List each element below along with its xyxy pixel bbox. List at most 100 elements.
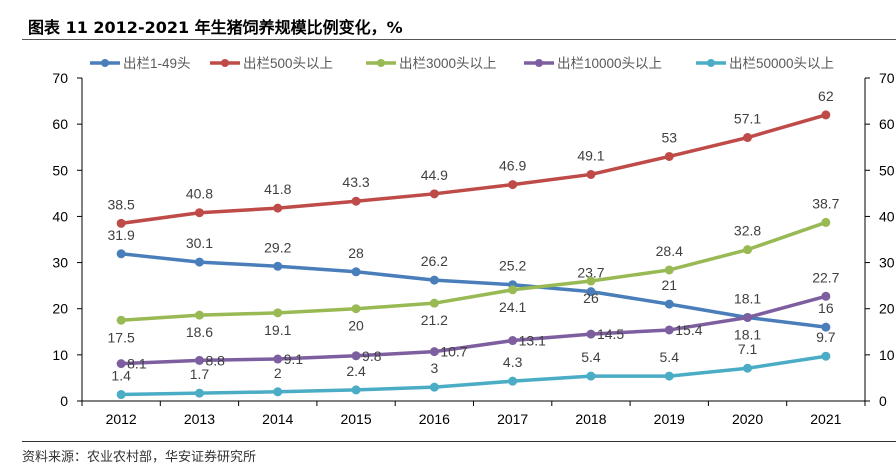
legend-marker-1 (221, 59, 229, 67)
data-point (116, 218, 126, 228)
data-point (508, 180, 518, 190)
data-point (821, 322, 831, 332)
data-point (586, 276, 596, 286)
data-label: 40.8 (186, 186, 213, 202)
legend-label: 出栏1-49头 (123, 56, 191, 71)
legend-marker-4 (707, 59, 715, 67)
y-tick-label: 20 (52, 301, 68, 317)
data-label: 28 (348, 245, 364, 261)
data-point (821, 291, 831, 301)
data-label: 18.1 (734, 326, 761, 342)
data-label: 49.1 (577, 147, 604, 163)
data-point (743, 245, 753, 255)
data-point (351, 196, 361, 206)
series-line-1 (120, 113, 827, 226)
data-label: 38.5 (108, 196, 135, 212)
source-note: 资料来源：农业农村部，华安证券研究所 (22, 450, 257, 465)
line-chart: 0 10 20 30 40 50 60 70 0 10 20 30 40 50 60 70 2012 2013 20… (52, 56, 895, 427)
x-tick-label: 2015 (340, 411, 371, 427)
data-point (273, 203, 283, 213)
data-point (194, 388, 204, 398)
x-tick-label: 2017 (497, 411, 528, 427)
x-tick-label: 2016 (419, 411, 450, 427)
legend-label: 出栏3000头以上 (399, 56, 497, 71)
data-point (821, 217, 831, 227)
data-label: 8.8 (205, 352, 225, 368)
y2-tick-label: 0 (879, 393, 887, 409)
data-point (351, 267, 361, 277)
data-point (194, 208, 204, 218)
data-point (273, 261, 283, 271)
data-label: 22.7 (812, 269, 839, 285)
data-label: 43.3 (342, 174, 369, 190)
data-label: 9.7 (816, 329, 836, 345)
legend-label: 出栏50000头以上 (729, 56, 834, 71)
data-label: 5.4 (581, 349, 601, 365)
data-label: 4.3 (503, 354, 523, 370)
data-point (586, 329, 596, 339)
data-point (116, 249, 126, 259)
data-label: 1.4 (111, 368, 131, 384)
data-label: 41.8 (264, 181, 291, 197)
data-point (821, 110, 831, 120)
legend-marker-2 (377, 59, 385, 67)
data-point (664, 265, 674, 275)
chart-title: 图表 11 2012-2021 年生猪饲养规模比例变化，% (28, 18, 403, 37)
data-label: 20 (348, 318, 364, 334)
data-point (508, 285, 518, 295)
data-point (586, 287, 596, 297)
data-point (664, 325, 674, 335)
y-tick-label: 70 (52, 70, 68, 86)
data-point (821, 351, 831, 361)
data-label: 28.4 (656, 243, 683, 259)
y2-tick-label: 10 (879, 347, 895, 363)
x-tick-label: 2014 (262, 411, 293, 427)
data-point (194, 355, 204, 365)
data-point (429, 275, 439, 285)
data-point (351, 304, 361, 314)
data-point (351, 385, 361, 395)
data-point (273, 308, 283, 318)
legend-marker-3 (535, 59, 543, 67)
data-label: 38.7 (812, 195, 839, 211)
data-label: 46.9 (499, 158, 526, 174)
data-label: 57.1 (734, 111, 761, 127)
title-divider (22, 39, 896, 40)
footer-divider (22, 441, 896, 442)
data-point (429, 298, 439, 308)
data-label: 9.1 (284, 351, 304, 367)
data-label: 31.9 (108, 227, 135, 243)
y2-tick-label: 50 (879, 162, 895, 178)
data-label: 32.8 (734, 223, 761, 239)
data-label: 15.4 (675, 322, 702, 338)
data-label: 23.7 (577, 265, 604, 281)
x-tick-label: 2018 (575, 411, 606, 427)
x-tick-label: 2020 (732, 411, 763, 427)
data-label: 44.9 (421, 167, 448, 183)
data-label: 26.2 (421, 253, 448, 269)
y2-tick-label: 60 (879, 116, 895, 132)
data-label: 16 (818, 300, 834, 316)
data-point (116, 359, 126, 369)
x-tick-label: 2019 (654, 411, 685, 427)
data-point (429, 347, 439, 357)
data-label: 29.2 (264, 239, 291, 255)
data-label: 18.6 (186, 324, 213, 340)
data-label: 62 (818, 88, 834, 104)
y-tick-label: 10 (52, 347, 68, 363)
data-label: 3 (430, 360, 438, 376)
data-label: 19.1 (264, 322, 291, 338)
data-point (743, 312, 753, 322)
legend-label: 出栏500头以上 (243, 56, 333, 71)
data-label: 2 (274, 365, 282, 381)
y-tick-label: 60 (52, 116, 68, 132)
legend-label: 出栏10000头以上 (557, 56, 662, 71)
data-label: 8.1 (127, 356, 147, 372)
y-tick-label: 40 (52, 208, 68, 224)
data-point (743, 363, 753, 373)
x-tick-label: 2021 (810, 411, 841, 427)
data-point (273, 387, 283, 397)
data-point (429, 189, 439, 199)
data-label: 14.5 (597, 326, 624, 342)
data-point (508, 376, 518, 386)
